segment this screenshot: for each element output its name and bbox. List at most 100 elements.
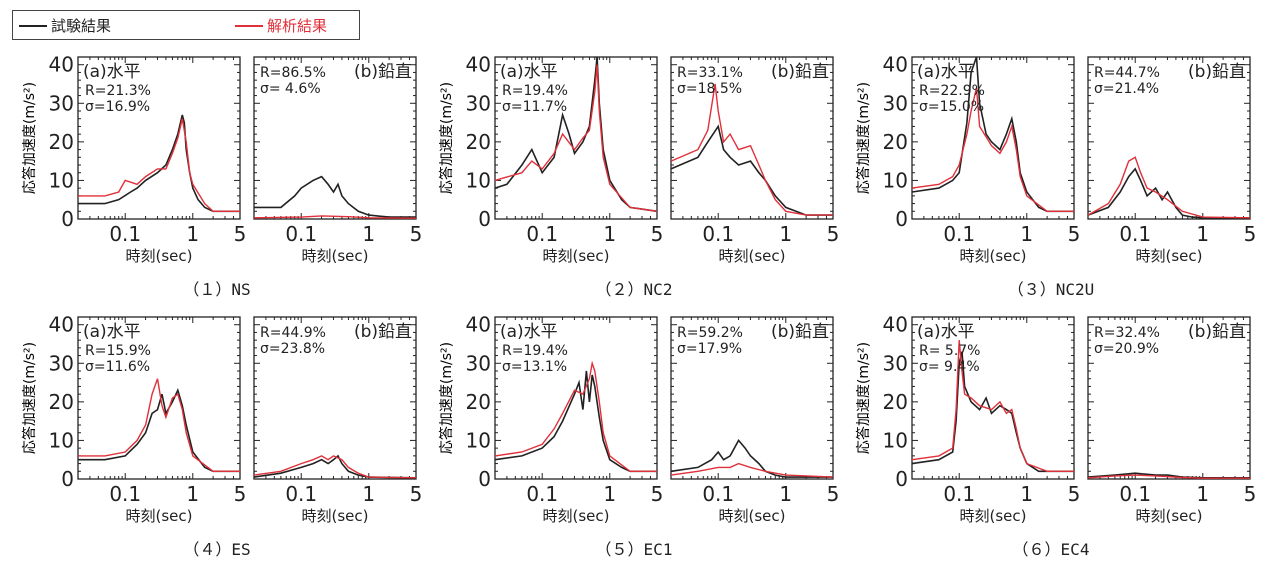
panel-title: (b)鉛直 — [771, 322, 829, 342]
panel-1-horizontal: 0 10 20 30 40 0.1 1 5 時刻(sec) (a)水平R=21.3%σ=16.9% — [49, 53, 247, 265]
y-tick-label: 0 — [478, 207, 491, 231]
panel-5-vertical: 0.1 1 5 時刻(sec) (b)鉛直 R=59.2%σ=17.9% — [670, 316, 840, 525]
x-axis-label: 時刻(sec) — [719, 507, 786, 525]
series-line-analysis — [1087, 156, 1251, 219]
plot-frame — [1087, 316, 1251, 480]
panel-annotation: R=33.1% — [677, 65, 743, 81]
x-tick-label: 5 — [827, 482, 840, 506]
y-axis-label: 応答加速度(m/s²) — [438, 82, 455, 194]
panel-annotation: σ=11.7% — [502, 99, 567, 115]
y-tick-label: 30 — [883, 91, 908, 115]
plot-frame — [253, 316, 417, 480]
y-tick-label: 10 — [883, 168, 908, 192]
y-axis-label: 応答加速度(m/s²) — [438, 342, 455, 454]
y-tick-label: 0 — [895, 467, 908, 491]
x-tick-label: 5 — [1068, 482, 1081, 506]
x-tick-label: 5 — [410, 482, 423, 506]
plot-frame — [911, 56, 1075, 220]
x-tick-label: 5 — [651, 482, 664, 506]
y-tick-label: 10 — [883, 428, 908, 452]
x-tick-label: 0.1 — [702, 222, 734, 246]
panel-2-horizontal: 0 10 20 30 40 0.1 1 5 時刻(sec) (a)水平R=19.4%σ=11.7% — [466, 53, 664, 265]
y-axis-label: 応答加速度(m/s²) — [21, 342, 38, 454]
x-tick-label: 1 — [1196, 222, 1209, 246]
panel-annotation: R=44.7% — [1094, 65, 1160, 81]
y-tick-label: 20 — [49, 130, 74, 154]
panel-annotation: σ=23.8% — [260, 341, 325, 357]
group-caption: （４）ES — [183, 540, 250, 559]
y-tick-label: 20 — [466, 130, 491, 154]
series-line-experiment — [494, 56, 658, 213]
panel-annotation: R=86.5% — [260, 65, 326, 81]
y-tick-label: 0 — [61, 467, 74, 491]
series-line-analysis — [670, 83, 833, 216]
series-line-analysis — [78, 118, 240, 213]
plot-frame — [77, 316, 241, 480]
x-tick-label: 1 — [186, 482, 199, 506]
y-tick-label: 40 — [466, 313, 491, 337]
y-tick-label: 20 — [883, 390, 908, 414]
x-tick-label: 0.1 — [943, 222, 975, 246]
x-tick-label: 0.1 — [943, 482, 975, 506]
x-tick-label: 5 — [234, 482, 247, 506]
y-tick-label: 40 — [466, 53, 491, 77]
x-axis-label: 時刻(sec) — [543, 507, 610, 525]
x-tick-label: 0.1 — [526, 482, 558, 506]
x-tick-label: 5 — [827, 222, 840, 246]
y-tick-label: 30 — [49, 91, 74, 115]
panel-title: (a)水平 — [917, 62, 975, 82]
x-tick-label: 1 — [362, 482, 375, 506]
series-line-experiment — [254, 175, 416, 218]
legend-experiment-line — [19, 25, 47, 27]
plot-frame — [670, 56, 834, 220]
panel-annotation: σ=16.9% — [85, 99, 150, 115]
panel-5-horizontal: 0 10 20 30 40 0.1 1 5 時刻(sec) (a)水平R=19.4%σ=13.1% — [466, 313, 664, 525]
series-line-analysis — [911, 340, 1074, 472]
x-tick-label: 1 — [1020, 222, 1033, 246]
panel-title: (a)水平 — [83, 62, 141, 82]
x-axis-label: 時刻(sec) — [543, 247, 610, 265]
series-line-experiment — [1087, 167, 1250, 219]
series-line-experiment — [670, 124, 833, 216]
y-tick-label: 30 — [883, 351, 908, 375]
y-tick-label: 10 — [49, 428, 74, 452]
legend-box: 試験結果 解析結果 — [12, 10, 360, 40]
panel-annotation: R=15.9% — [85, 343, 151, 359]
y-tick-label: 0 — [478, 467, 491, 491]
series-line-analysis — [253, 455, 417, 479]
y-tick-label: 10 — [466, 428, 491, 452]
y-axis-label: 応答加速度(m/s²) — [21, 82, 38, 194]
panel-annotation: σ=11.6% — [85, 359, 150, 375]
panel-annotation: R= 5.7% — [919, 343, 980, 359]
legend-analysis-label: 解析結果 — [267, 17, 328, 35]
plot-frame — [494, 56, 658, 220]
y-tick-label: 20 — [883, 130, 908, 154]
x-axis-label: 時刻(sec) — [960, 507, 1027, 525]
x-tick-label: 1 — [779, 222, 792, 246]
panel-annotation: R=19.4% — [502, 83, 568, 99]
series-line-experiment — [670, 438, 833, 478]
x-axis-label: 時刻(sec) — [960, 247, 1027, 265]
series-line-analysis — [494, 360, 657, 472]
y-tick-label: 40 — [883, 313, 908, 337]
plot-frame — [911, 316, 1075, 480]
panel-title: (a)水平 — [83, 322, 141, 342]
panel-annotation: σ=15.0% — [919, 99, 984, 115]
x-tick-label: 0.1 — [1119, 482, 1151, 506]
x-tick-label: 1 — [1196, 482, 1209, 506]
series-line-analysis — [78, 378, 240, 472]
panel-annotation: R=32.4% — [1094, 325, 1160, 341]
panel-annotation: R=19.4% — [502, 343, 568, 359]
series-line-experiment — [911, 56, 1074, 213]
x-tick-label: 1 — [779, 482, 792, 506]
x-tick-label: 5 — [1068, 222, 1081, 246]
panel-3-vertical: 0.1 1 5 時刻(sec) (b)鉛直 R=44.7%σ=21.4% — [1087, 56, 1256, 265]
panel-3-horizontal: 0 10 20 30 40 0.1 1 5 時刻(sec) (a)水平R=22.9%σ=15.0% — [883, 53, 1081, 265]
x-tick-label: 0.1 — [285, 482, 317, 506]
series-line-experiment — [494, 370, 657, 473]
y-tick-label: 0 — [895, 207, 908, 231]
x-tick-label: 0.1 — [526, 222, 558, 246]
series-line-analysis — [1087, 474, 1250, 479]
y-axis-label: 応答加速度(m/s²) — [855, 342, 872, 454]
